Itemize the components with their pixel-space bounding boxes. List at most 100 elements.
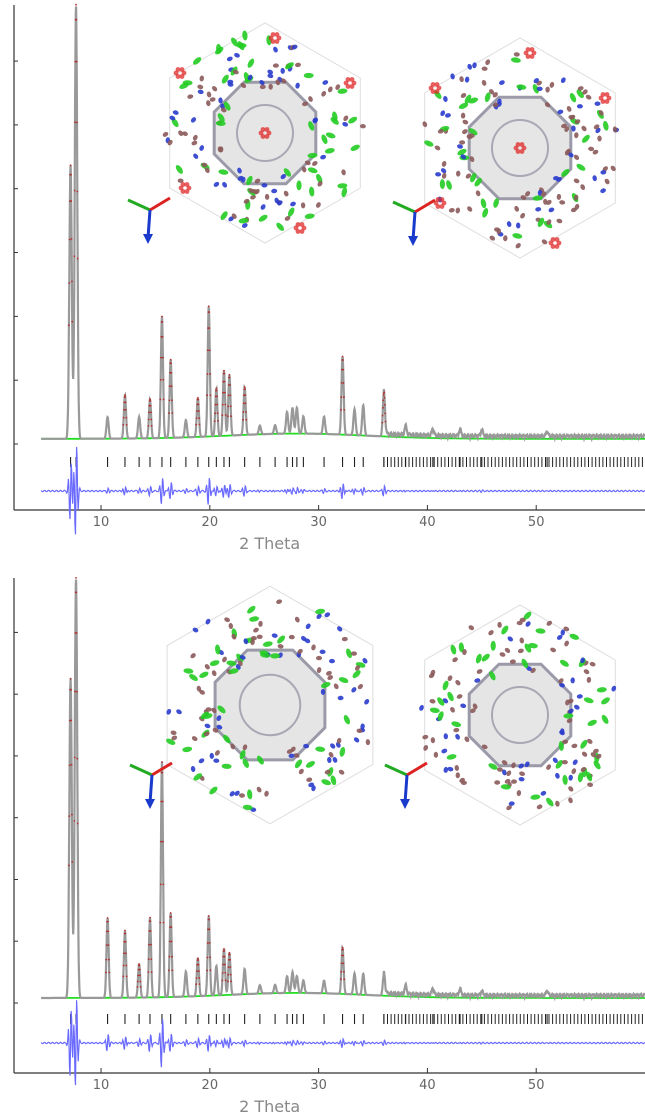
observed-point — [217, 420, 219, 422]
atom — [568, 786, 574, 792]
observed-point — [381, 414, 384, 417]
atom — [294, 759, 303, 769]
observed-point — [197, 397, 199, 399]
atom — [460, 154, 467, 160]
observed-point — [137, 974, 140, 977]
atom — [447, 675, 453, 682]
axis-arrow-green — [127, 198, 151, 212]
atom — [343, 715, 351, 725]
atom — [450, 644, 457, 655]
oxygen-atom — [435, 204, 441, 209]
calculated-profile — [41, 579, 645, 1002]
observed-point — [195, 417, 198, 420]
oxygen-atom — [276, 35, 282, 41]
atom — [474, 177, 482, 187]
atom — [489, 671, 496, 681]
oxygen-atom — [548, 240, 554, 246]
observed-point — [244, 402, 247, 405]
axis-triad-a — [127, 196, 171, 244]
atom — [560, 77, 566, 84]
atom — [598, 110, 604, 116]
atom — [467, 63, 472, 70]
atom — [268, 83, 273, 90]
atom — [254, 188, 260, 195]
observed-point — [105, 944, 108, 946]
observed-point — [162, 921, 165, 924]
x-tick-label: 10 — [93, 515, 110, 530]
atom — [197, 89, 204, 95]
atom — [592, 748, 599, 754]
atom — [454, 765, 460, 771]
observed-point — [229, 973, 232, 976]
atom — [465, 173, 472, 179]
atom — [564, 149, 570, 156]
atom — [204, 723, 211, 729]
atom — [324, 612, 331, 618]
atom — [556, 634, 563, 640]
observed-point — [125, 975, 128, 978]
atom — [162, 131, 169, 137]
atom — [524, 761, 530, 768]
axis-triad-d — [384, 761, 428, 809]
crystal-structure-view-a — [162, 22, 366, 244]
atom — [249, 616, 260, 622]
atom — [589, 661, 596, 667]
cage-window — [491, 119, 549, 177]
observed-point — [108, 958, 110, 961]
oxygen-atom — [184, 189, 190, 194]
oxygen-atom — [525, 54, 531, 59]
observed-point — [230, 980, 232, 983]
observed-point — [148, 404, 151, 407]
atom — [239, 655, 246, 660]
observed-point — [124, 401, 127, 404]
observed-point — [136, 980, 139, 983]
atom — [329, 658, 335, 664]
atom — [333, 683, 339, 690]
oxygen-atom — [554, 244, 560, 249]
oxygen-atom — [525, 47, 531, 52]
atom — [480, 198, 487, 209]
atom — [315, 202, 321, 208]
observed-point — [71, 813, 73, 816]
observed-point — [171, 412, 174, 414]
observed-point — [381, 421, 384, 424]
atom — [330, 775, 337, 786]
atom — [348, 116, 358, 124]
observed-point — [196, 410, 198, 412]
observed-point — [228, 373, 231, 376]
observed-point — [341, 355, 344, 358]
observed-point — [76, 257, 79, 260]
atom — [228, 623, 234, 629]
atom — [563, 626, 570, 632]
atom — [236, 653, 244, 663]
atom — [587, 719, 597, 727]
atom — [555, 759, 563, 769]
atom — [569, 633, 580, 640]
atom — [216, 715, 222, 721]
atom — [242, 744, 248, 751]
atom — [437, 697, 445, 706]
atom — [286, 749, 293, 754]
crystal-structure-view-d — [419, 604, 617, 826]
atom — [277, 644, 284, 649]
atom — [316, 667, 322, 674]
atom — [284, 215, 291, 221]
oxygen-atom — [184, 182, 190, 187]
observed-point — [198, 977, 201, 979]
atom — [555, 800, 560, 807]
x-axis-label: 2 Theta — [239, 1097, 300, 1116]
observed-point — [224, 391, 226, 394]
atom — [337, 695, 344, 701]
oxygen-atom — [439, 197, 445, 202]
atom — [290, 201, 296, 207]
observed-point — [168, 940, 171, 943]
observed-point — [208, 918, 211, 921]
oxygen-atom — [604, 92, 610, 97]
atom — [419, 705, 424, 711]
oxygen-atom — [180, 189, 186, 194]
atom — [280, 174, 286, 180]
atom — [211, 670, 217, 677]
atom — [321, 134, 328, 145]
observed-point — [223, 955, 226, 958]
atom — [603, 120, 609, 131]
